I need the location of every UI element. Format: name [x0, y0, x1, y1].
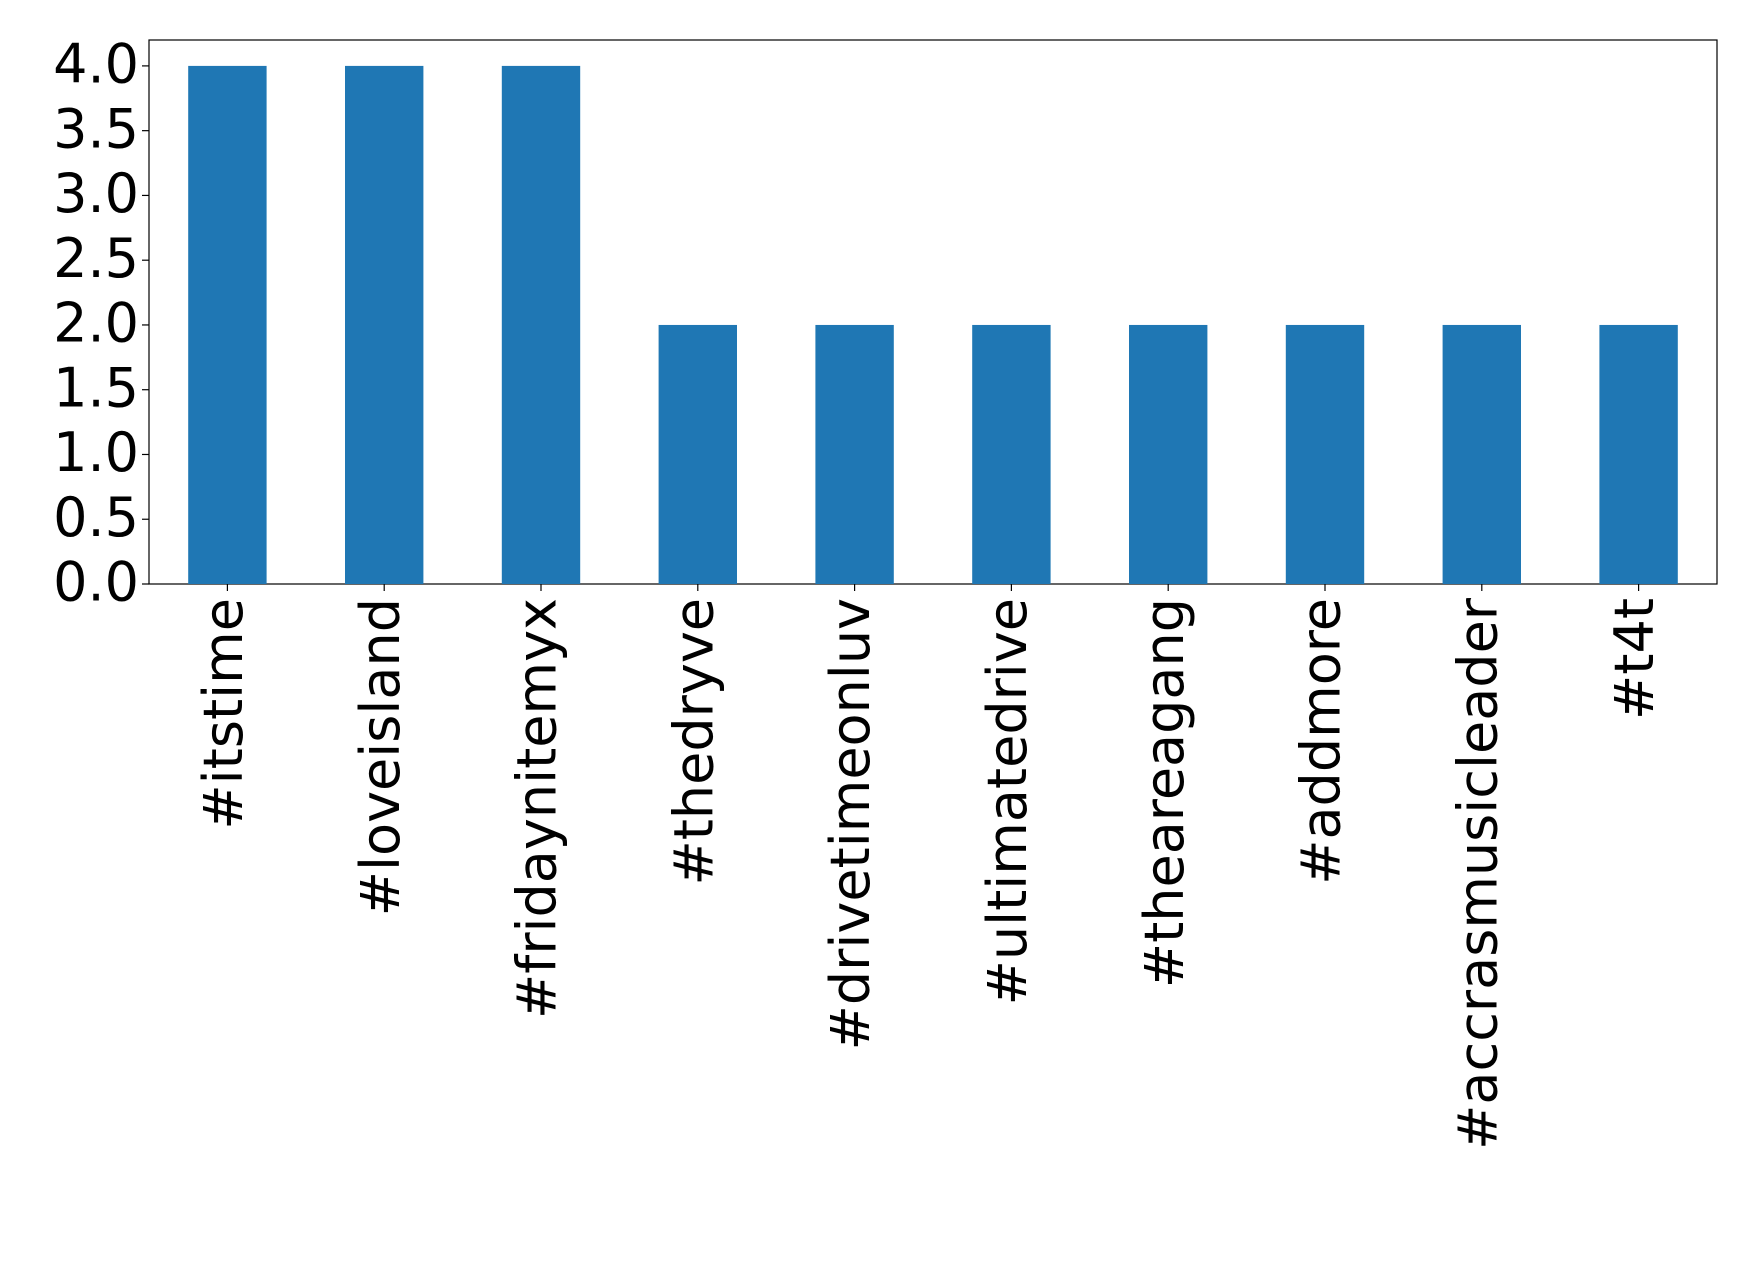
plot-frame [148, 39, 1718, 585]
y-tick-label: 0.5 [53, 486, 139, 549]
y-tick-label: 4.0 [53, 33, 139, 96]
x-tick-label: #accrasmusicleader [1446, 597, 1509, 1150]
bar [1129, 324, 1208, 584]
bar [501, 65, 581, 584]
bar [658, 324, 737, 584]
x-tick-label: #addmore [1290, 598, 1353, 885]
bar [188, 65, 267, 584]
x-tick-label: #ultimatedrive [976, 598, 1039, 1005]
x-tick-label: #loveisland [349, 598, 412, 916]
bar [1599, 324, 1678, 584]
y-tick-label: 3.5 [53, 97, 139, 160]
x-tick-label: #theareagang [1133, 598, 1196, 988]
y-tick-label: 1.5 [53, 356, 139, 419]
y-tick-label: 3.0 [53, 162, 139, 225]
y-tick-label: 0.0 [53, 551, 139, 614]
bar [815, 324, 894, 584]
bar [1285, 324, 1365, 584]
y-tick-label: 1.0 [53, 421, 139, 484]
y-tick-label: 2.0 [53, 292, 139, 355]
x-tick-label: #fridaynitemyx [506, 598, 569, 1019]
x-tick-label: #itstime [192, 598, 255, 830]
x-tick-label: #drivetimeonluv [819, 598, 882, 1050]
bar [1442, 324, 1521, 584]
x-tick-label: #thedryve [662, 598, 725, 885]
bar [345, 65, 424, 584]
bar [972, 324, 1051, 584]
x-tick-label: #t4t [1603, 598, 1666, 720]
y-tick-label: 2.5 [53, 227, 139, 290]
